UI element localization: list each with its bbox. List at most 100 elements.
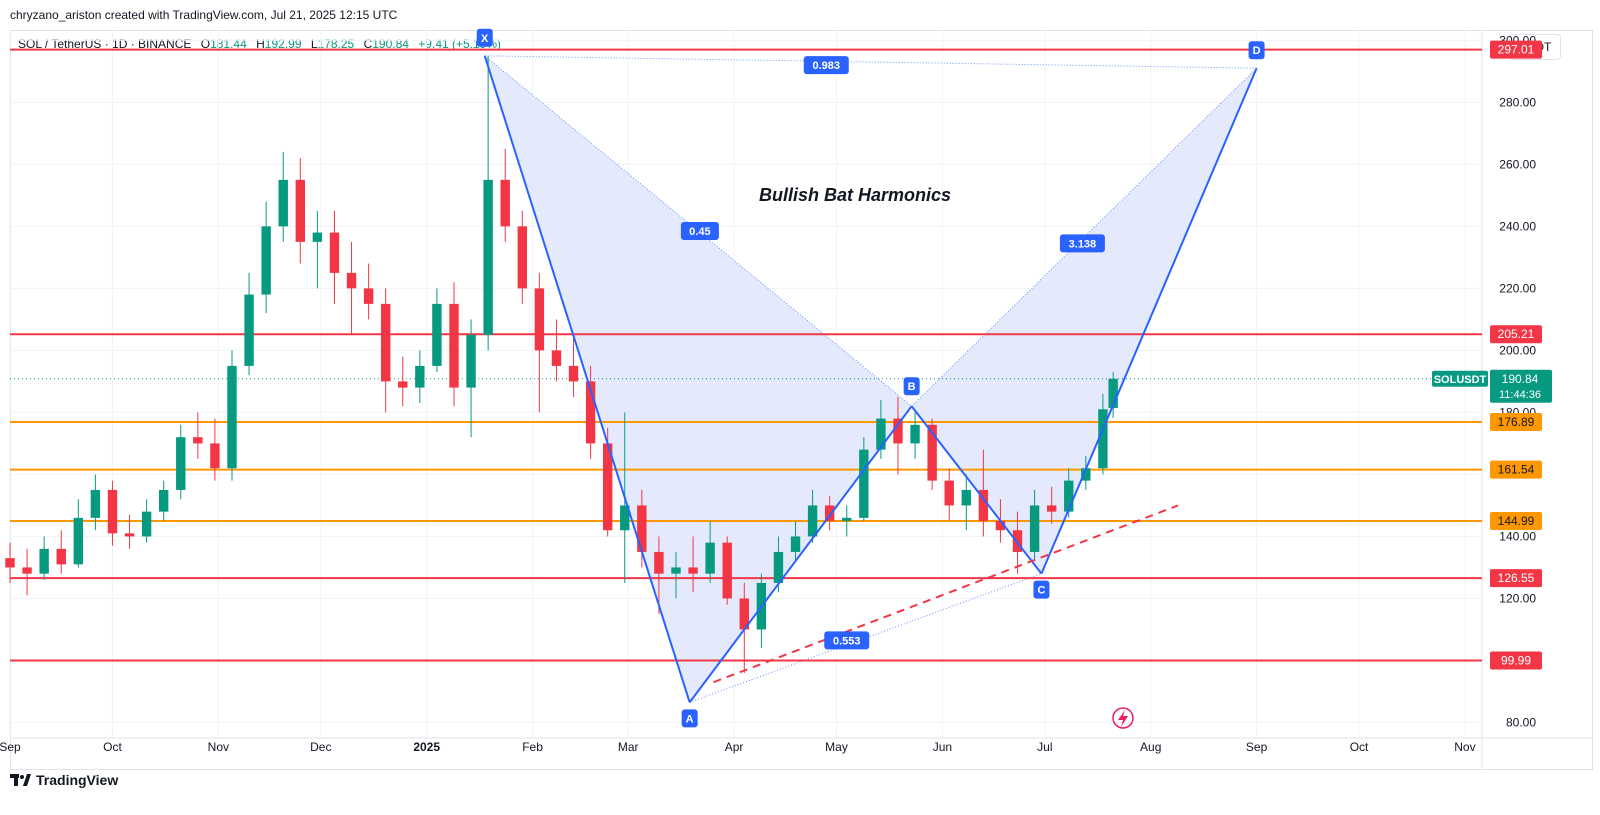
candle-body [1064,480,1074,512]
x-tick-label: Mar [618,740,639,754]
level-price-tag-label: 161.54 [1498,463,1535,477]
harmonic-ratio-connector [911,67,1257,407]
candle-body [295,179,305,242]
x-tick-label: Dec [310,740,331,754]
candle-body [244,294,254,366]
harmonic-leg [483,55,691,703]
candle-body [1029,505,1040,552]
candle-body [739,598,749,630]
candle-body [312,232,323,242]
candle-body [1108,378,1118,408]
pattern-point-label: X [476,28,493,47]
candle-body [722,542,732,599]
lightning-icon [1112,707,1134,729]
candle-body [90,489,101,518]
level-price-tag-bg [1490,511,1542,530]
candle-body [56,548,66,565]
y-tick-label: 140.00 [1499,529,1536,543]
x-tick-label: Feb [522,740,543,754]
candle-body [876,418,886,450]
candle-body [432,303,442,366]
candle-body [551,350,562,366]
tradingview-brand: TradingView [36,772,119,788]
ratio-badge-label: 0.45 [689,226,710,238]
candle-body [1046,505,1057,512]
candle-body [278,179,288,227]
ratio-badge: 3.138 [1059,234,1105,253]
pattern-point-label: C [1033,580,1050,599]
x-tick-label: Nov [208,740,229,754]
pattern-point-badge [681,709,698,728]
harmonic-bcd-fill [911,68,1257,574]
candle-body [5,558,15,568]
candle-body [842,517,852,521]
y-tick-label: 220.00 [1499,281,1536,295]
x-tick-label: Nov [1454,740,1475,754]
lightning-icon-bolt [1118,710,1128,727]
close-label: C [363,37,373,51]
candle-body [141,511,152,537]
candle-body [824,505,835,521]
candle-body [893,418,903,444]
candle-body [944,480,954,506]
ratio-badge-label: 3.138 [1069,238,1097,250]
x-tick-label: Oct [1350,740,1369,754]
ratio-badge: 0.983 [803,56,849,75]
candle-body [602,443,613,531]
candle-body [346,272,357,289]
candle-body [859,449,869,518]
candle-body [124,533,135,537]
pattern-point-badge [1033,580,1050,599]
level-price-tag-label: 297.01 [1498,43,1535,57]
candle-body [1012,530,1023,552]
level-price-tag: 144.99 [1490,511,1542,530]
x-tick-label: Apr [725,740,744,754]
pattern-point-label: A [681,709,698,728]
pattern-point-badge [476,28,493,47]
y-tick-label: 280.00 [1499,95,1536,109]
candle-body [688,567,698,574]
candle-body [807,505,818,537]
pattern-point-letter: X [481,33,489,45]
candle-body [517,226,527,289]
x-tick-label: May [825,740,848,754]
y-tick-label: 80.00 [1506,715,1536,729]
pattern-point-badge [1248,41,1265,60]
level-price-tag-bg [1490,325,1542,344]
candle-body [1098,409,1108,469]
tradingview-logo[interactable]: TradingView [10,772,118,788]
candle-body [705,542,715,574]
level-price-tag-bg [1490,460,1542,479]
pattern-point-label: B [903,377,920,396]
high-label: H [256,37,265,51]
candle-body [227,365,237,469]
x-tick-label: Oct [103,740,122,754]
candle-body [363,288,374,304]
candle-body [927,424,937,481]
candle-body [380,303,391,382]
candle-body [415,365,425,388]
harmonic-leg [910,405,1043,575]
candle-body [398,381,408,388]
level-price-tag: 99.99 [1490,651,1542,670]
pattern-point-letter: D [1253,45,1261,57]
level-price-tag-label: 176.89 [1498,415,1535,429]
candle-body [210,443,220,469]
low-label: L [310,37,318,51]
x-tick-label: Aug [1140,740,1161,754]
x-tick-label: Sep [0,740,21,754]
candle-body [534,288,545,351]
candle-body [773,551,784,583]
level-price-tag: 297.01 [1490,40,1542,59]
candle-body [995,520,1006,531]
level-price-tag: 176.89 [1490,413,1542,432]
candle-body [961,489,971,506]
open-label: O [200,37,211,51]
level-price-tag-bg [1490,569,1542,588]
level-price-tag-label: 205.21 [1498,327,1535,341]
candle-body [910,424,920,444]
level-price-tag-label: 126.55 [1498,571,1535,585]
candle-body [790,536,801,552]
ratio-badge-bg [803,56,849,75]
